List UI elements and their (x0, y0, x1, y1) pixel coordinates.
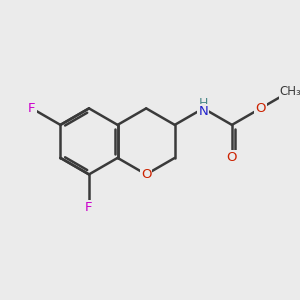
Text: O: O (141, 168, 152, 181)
Text: N: N (199, 105, 208, 118)
Text: F: F (85, 201, 93, 214)
Text: H: H (199, 97, 208, 110)
Text: O: O (227, 152, 237, 164)
Text: O: O (255, 102, 266, 115)
Text: F: F (28, 102, 36, 115)
Text: CH₃: CH₃ (280, 85, 300, 98)
